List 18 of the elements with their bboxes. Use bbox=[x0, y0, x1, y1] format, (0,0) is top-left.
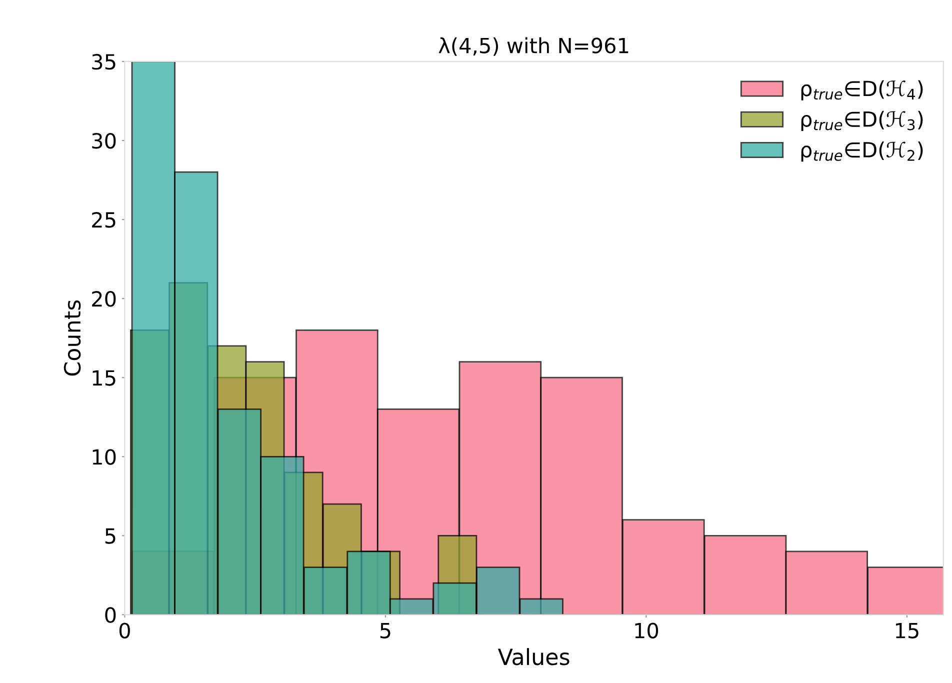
y-tick-label: 0 bbox=[105, 607, 116, 623]
y-tick-label: 25 bbox=[92, 212, 116, 228]
legend-label: ρ$_{true}$∈D(ℋ$_{3}$) bbox=[801, 110, 923, 131]
y-tick-label: 15 bbox=[92, 370, 116, 386]
legend-label: ρ$_{true}$∈D(ℋ$_{4}$) bbox=[801, 80, 923, 100]
legend-label: ρ$_{true}$∈D(ℋ$_{2}$) bbox=[801, 141, 923, 162]
x-tick-label: 10 bbox=[635, 622, 658, 638]
y-tick-label: 30 bbox=[92, 132, 116, 149]
chart-title: λ(4,5) with N=961 bbox=[438, 37, 628, 56]
x-tick-label: 5 bbox=[380, 622, 390, 638]
x-tick-label: 0 bbox=[119, 622, 130, 638]
y-tick-label: 10 bbox=[92, 449, 116, 465]
y-tick-label: 5 bbox=[105, 528, 116, 544]
x-tick-label: 15 bbox=[896, 622, 918, 638]
y-tick-label: 35 bbox=[92, 54, 116, 70]
x-axis-title: Values bbox=[498, 648, 570, 666]
y-axis-title: Counts bbox=[64, 300, 81, 376]
y-tick-label: 20 bbox=[92, 291, 116, 307]
